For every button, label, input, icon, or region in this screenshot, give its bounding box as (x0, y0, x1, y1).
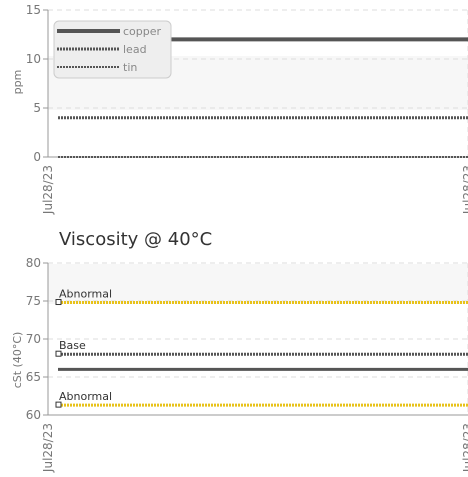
y-tick-label: 5 (33, 101, 41, 115)
plot-band (48, 264, 468, 304)
legend-label-lead: lead (123, 43, 147, 56)
x-tick-label: Jul28/23 (461, 165, 468, 215)
x-tick-label: Jul28/23 (41, 423, 55, 473)
y-tick-label: 15 (26, 3, 41, 17)
x-tick-label: Jul28/23 (461, 423, 468, 473)
y-tick-label: 75 (26, 294, 41, 308)
y-tick-label: 65 (26, 370, 41, 384)
legend: copper lead tin (53, 20, 172, 79)
y-tick-label: 80 (26, 256, 41, 270)
y-tick-label: 70 (26, 332, 41, 346)
reference-label: Abnormal (59, 390, 112, 403)
legend-label-copper: copper (123, 25, 162, 38)
reference-marker (55, 401, 62, 408)
legend-label-tin: tin (123, 61, 137, 74)
metals-chart: 0 5 10 15 Jul28/23 Jul28/23 ppm copper lead … (11, 3, 468, 215)
viscosity-chart: 60 65 70 75 80 Jul28/23 Jul28/23 cSt (40°C) A… (11, 256, 468, 473)
y-tick-label: 60 (26, 408, 41, 422)
y-tick-label: 0 (33, 150, 41, 164)
y-axis-label: ppm (11, 70, 24, 95)
x-tick-label: Jul28/23 (41, 165, 55, 215)
reference-label: Base (59, 339, 86, 352)
viscosity-chart-title: Viscosity @ 40°C (59, 229, 213, 250)
reference-label: Abnormal (59, 288, 112, 301)
y-axis-label: cSt (40°C) (11, 332, 24, 389)
reference-marker (55, 350, 62, 357)
y-tick-label: 10 (26, 52, 41, 66)
reference-marker (55, 299, 62, 306)
